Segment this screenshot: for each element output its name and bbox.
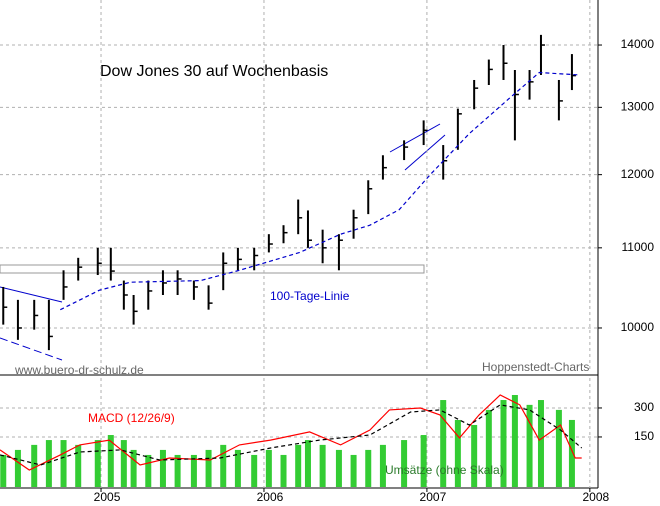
trend-line: [389, 123, 441, 153]
volume-bar: [440, 400, 447, 487]
volume-bar: [511, 395, 518, 487]
trend-line: [0, 286, 63, 303]
volume-bar: [94, 440, 101, 487]
volume-bar: [379, 444, 386, 487]
volume-bar: [75, 444, 82, 487]
volume-bar: [130, 449, 137, 487]
indicator-line: [0, 394, 582, 471]
volume-bar: [555, 409, 562, 487]
volume-bar: [145, 454, 152, 487]
volume-bar: [234, 449, 241, 487]
volume-bar: [120, 440, 127, 487]
y-tick-label: 12000: [621, 167, 655, 181]
volume-bar: [350, 454, 357, 487]
x-tick-label: 2005: [94, 490, 121, 504]
chart-title: Dow Jones 30 auf Wochenbasis: [100, 63, 328, 80]
volume-bar: [159, 449, 166, 487]
trend-line: [404, 134, 446, 171]
y-tick-label: 150: [634, 429, 654, 443]
annotation: Hoppenstedt-Charts: [482, 360, 589, 374]
support-band: [0, 264, 425, 274]
volume-bar: [31, 444, 38, 487]
volume-bar: [60, 440, 67, 487]
volume-bar: [280, 454, 287, 487]
volume-bar: [205, 449, 212, 487]
volume-bar: [14, 449, 21, 487]
volume-bar: [0, 454, 7, 487]
indicator-line: [0, 404, 583, 466]
volume-bar: [304, 440, 311, 487]
volume-bar: [107, 435, 114, 487]
x-tick-label: 2006: [257, 490, 284, 504]
ma-label: 100-Tage-Linie: [270, 289, 350, 303]
volume-bar: [401, 440, 408, 487]
volume-bar: [526, 404, 533, 487]
volume-bar: [265, 449, 272, 487]
series-label: MACD (12/26/9): [88, 411, 175, 425]
x-tick-label: 2007: [420, 490, 447, 504]
volume-bar: [174, 454, 181, 487]
volume-bar: [454, 419, 461, 487]
annotation: www.buero-dr-schulz.de: [14, 363, 144, 377]
volume-label: Umsätze (ohne Skala): [385, 463, 504, 477]
volume-bar: [220, 444, 227, 487]
volume-bar: [251, 454, 258, 487]
volume-bar: [365, 449, 372, 487]
y-tick-label: 13000: [621, 100, 655, 114]
x-tick-label: 2008: [583, 490, 610, 504]
volume-bar: [420, 435, 427, 487]
volume-bar: [190, 454, 197, 487]
y-tick-label: 14000: [621, 37, 655, 51]
volume-bar: [568, 419, 575, 487]
volume-bar: [485, 409, 492, 487]
volume-bar: [335, 449, 342, 487]
y-tick-label: 10000: [621, 320, 655, 334]
volume-bar: [471, 424, 478, 487]
volume-bar: [295, 444, 302, 487]
volume-bar: [319, 444, 326, 487]
volume-bar: [537, 400, 544, 487]
y-tick-label: 300: [634, 400, 654, 414]
trend-line: [0, 337, 63, 361]
volume-bar: [45, 440, 52, 487]
y-tick-label: 11000: [622, 240, 655, 254]
moving-average: [60, 71, 581, 311]
volume-bar: [500, 400, 507, 487]
